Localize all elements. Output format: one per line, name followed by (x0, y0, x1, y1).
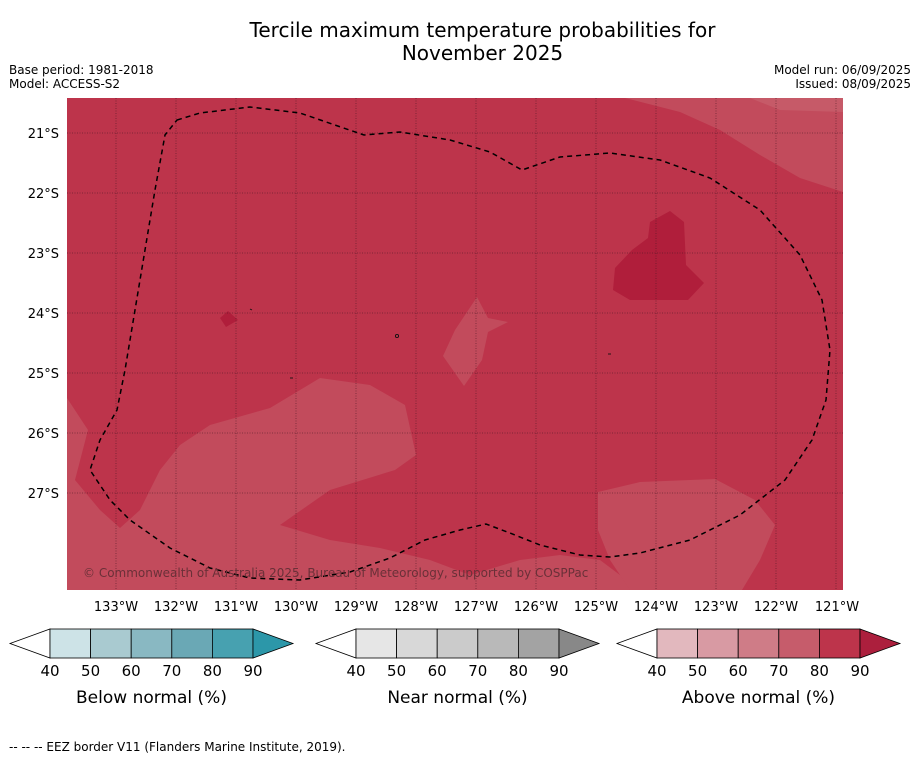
colorbar-extend-low (615, 628, 658, 659)
colorbar-segment (396, 628, 438, 659)
lon-tick-124w: 124°W (634, 600, 678, 615)
eez-footnote: -- -- -- EEZ border V11 (Flanders Marine… (9, 740, 346, 754)
copyright-notice: © Commonwealth of Australia 2025, Bureau… (83, 566, 588, 580)
colorbar-extend-high (252, 628, 295, 659)
colorbar-segment (436, 628, 479, 659)
islands (249, 308, 611, 379)
colorbar-segment (171, 628, 213, 659)
colorbar-tick-label: 90 (243, 662, 262, 680)
lat-tick-21s: 21°S (28, 127, 59, 142)
model-info: Base period: 1981-2018 Model: ACCESS-S2 (9, 63, 154, 91)
lat-tick-23s: 23°S (28, 247, 59, 262)
band-70-80-southeast (598, 479, 775, 590)
lon-tick-132w: 132°W (154, 600, 198, 615)
colorbar-title: Above normal (%) (682, 688, 835, 708)
colorbar-tick-label: 60 (428, 662, 447, 680)
base-period: Base period: 1981-2018 (9, 63, 154, 77)
lon-tick-127w: 127°W (454, 600, 498, 615)
colorbar-segment (355, 628, 397, 659)
colorbar-tick-label: 80 (509, 662, 528, 680)
colorbar-tick-label: 70 (468, 662, 487, 680)
lon-tick-131w: 131°W (214, 600, 258, 615)
colorbar-tick-label: 80 (203, 662, 222, 680)
colorbars: 40 50 60 70 80 90 Below normal (%) 40 50 60 70 80 90… (8, 628, 902, 708)
title-line-1: Tercile maximum temperature probabilitie… (249, 18, 716, 42)
lat-tick-25s: 25°S (28, 367, 59, 382)
grid-lines (67, 98, 843, 590)
lon-tick-126w: 126°W (514, 600, 558, 615)
colorbar-tick-label: 50 (81, 662, 100, 680)
lon-tick-121w: 121°W (815, 600, 859, 615)
lat-tick-24s: 24°S (28, 307, 59, 322)
colorbar-segment (778, 628, 820, 659)
colorbar-extend-low (8, 628, 51, 659)
band-60-70-northeast (750, 98, 843, 112)
lon-tick-129w: 129°W (334, 600, 378, 615)
colorbar-tick-label: 40 (346, 662, 365, 680)
colorbar-tick-label: 60 (122, 662, 141, 680)
near-normal-colorbar: 40 50 60 70 80 90 Near normal (%) (314, 628, 601, 708)
colorbar-segment (130, 628, 173, 659)
colorbar-tick-label: 50 (688, 662, 707, 680)
lat-tick-22s: 22°S (28, 187, 59, 202)
lon-tick-122w: 122°W (754, 600, 798, 615)
band-90-speck (220, 311, 238, 327)
colorbar-title: Below normal (%) (76, 688, 227, 708)
band-90-patch (613, 211, 704, 300)
colorbar-tick-label: 40 (40, 662, 59, 680)
colorbar-tick-label: 70 (769, 662, 788, 680)
colorbar-segment (518, 628, 560, 659)
model-run-date: Model run: 06/09/2025 (773, 63, 911, 77)
colorbar-tick-label: 60 (729, 662, 748, 680)
colorbar-extend-high (859, 628, 902, 659)
band-70-80-northeast (625, 98, 843, 192)
lon-tick-125w: 125°W (574, 600, 618, 615)
colorbar-segment (90, 628, 132, 659)
band-70-80-center (443, 297, 508, 386)
colorbar-title: Near normal (%) (387, 688, 527, 708)
run-info: Model run: 06/09/2025 Issued: 08/09/2025 (774, 63, 911, 91)
lon-tick-130w: 130°W (274, 600, 318, 615)
lon-tick-133w: 133°W (94, 600, 138, 615)
colorbar-segment (49, 628, 91, 659)
colorbar-tick-label: 90 (549, 662, 568, 680)
lat-tick-27s: 27°S (28, 487, 59, 502)
probability-map: © Commonwealth of Australia 2025, Bureau… (67, 98, 843, 590)
colorbar-extend-high (558, 628, 601, 659)
above-normal-colorbar: 40 50 60 70 80 90 Above normal (%) (615, 628, 902, 708)
colorbar-tick-label: 50 (387, 662, 406, 680)
lat-tick-26s: 26°S (28, 427, 59, 442)
chart-title: Tercile maximum temperature probabilitie… (0, 19, 919, 65)
colorbar-tick-label: 80 (810, 662, 829, 680)
eez-border (89, 106, 831, 581)
colorbar-tick-label: 70 (162, 662, 181, 680)
colorbar-tick-label: 90 (850, 662, 869, 680)
colorbar-extend-low (314, 628, 357, 659)
colorbar-segment (477, 628, 519, 659)
longitude-ticks: 133°W 132°W 131°W 130°W 129°W 128°W 127°… (94, 600, 859, 615)
colorbar-segment (656, 628, 698, 659)
colorbar-segment (697, 628, 739, 659)
model-name: Model: ACCESS-S2 (9, 77, 121, 91)
colorbar-segment (819, 628, 861, 659)
colorbar-segment (737, 628, 780, 659)
lon-tick-123w: 123°W (694, 600, 738, 615)
below-normal-colorbar: 40 50 60 70 80 90 Below normal (%) (8, 628, 295, 708)
band-70-80-southwest (67, 378, 640, 590)
latitude-ticks: 21°S 22°S 23°S 24°S 25°S 26°S 27°S (28, 127, 59, 502)
title-line-2: November 2025 (401, 41, 564, 65)
colorbar-tick-label: 40 (647, 662, 666, 680)
issued-date: Issued: 08/09/2025 (795, 77, 911, 91)
lon-tick-128w: 128°W (394, 600, 438, 615)
colorbar-segment (211, 628, 254, 659)
